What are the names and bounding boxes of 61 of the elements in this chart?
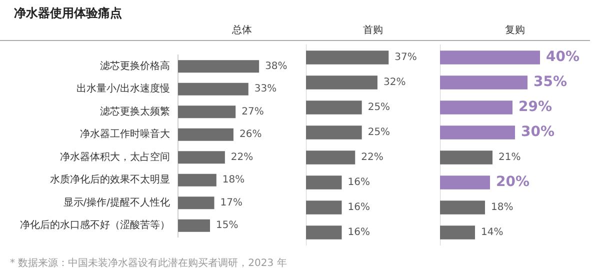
bar — [306, 150, 356, 164]
bar — [178, 219, 210, 232]
bar — [178, 82, 248, 96]
y-tick-label: 水质净化后的效果不太明显 — [50, 174, 170, 186]
bar — [306, 50, 389, 64]
bar — [178, 106, 236, 118]
bar — [306, 100, 362, 114]
bar — [178, 151, 225, 164]
y-tick-label: 净水器体积大，太占空间 — [60, 150, 170, 163]
chart-subtitle: 总体 — [232, 25, 252, 36]
data-label: 25% — [368, 127, 390, 138]
data-label: 27% — [242, 106, 264, 118]
data-label: 35% — [534, 74, 568, 90]
bar — [306, 126, 362, 140]
y-tick-label: 显示/操作/提醒不人性化 — [63, 196, 170, 208]
text: * 数据来源：中国未装净水器设有此潜在购买者调研，2023 年 — [10, 256, 287, 270]
data-label: 20% — [496, 174, 530, 190]
data-label: 30% — [521, 124, 555, 140]
bar — [178, 196, 214, 210]
bar — [440, 150, 492, 164]
bar — [306, 76, 378, 90]
data-label: 18% — [491, 202, 514, 214]
bar — [440, 226, 475, 240]
y-tick-label: 滤芯更换太频繁 — [100, 105, 170, 118]
chart-subtitle: 复购 — [505, 25, 525, 36]
data-label: 40% — [546, 49, 580, 66]
y-tick-label: 滤芯更换价格高 — [100, 60, 170, 72]
text: 净水器使用体验痛点 — [14, 5, 122, 22]
data-label: 25% — [368, 102, 390, 114]
bar — [440, 200, 485, 214]
data-label: 26% — [239, 129, 262, 140]
chart-subtitle: 首购 — [363, 25, 383, 36]
data-label: 16% — [348, 202, 370, 214]
bar — [440, 50, 540, 64]
data-label: 15% — [216, 220, 238, 232]
bar — [306, 226, 342, 240]
data-label: 22% — [361, 152, 384, 164]
bar — [440, 126, 515, 140]
bar — [178, 60, 260, 73]
data-label: 33% — [254, 84, 277, 95]
data-label: 37% — [394, 52, 417, 64]
bar — [306, 176, 342, 190]
data-label: 38% — [265, 60, 288, 72]
bar — [178, 174, 216, 186]
y-tick-label: 净水器工作时噪音大 — [80, 128, 170, 140]
bar — [306, 200, 342, 214]
y-tick-label: 出水量小/出水速度慢 — [76, 82, 170, 95]
data-label: 14% — [481, 227, 504, 238]
y-tick-label: 净化后的水口感不好（涩酸苦等） — [20, 219, 170, 232]
data-label: 21% — [498, 152, 521, 164]
bar — [178, 128, 234, 141]
data-label: 16% — [348, 227, 370, 238]
data-label: 17% — [220, 197, 242, 208]
data-label: 18% — [222, 174, 245, 186]
bar — [440, 76, 528, 90]
data-label: 16% — [348, 177, 370, 188]
data-label: 32% — [383, 77, 406, 88]
bar — [440, 176, 490, 190]
data-label: 22% — [230, 152, 254, 163]
data-label: 29% — [518, 99, 552, 116]
bar — [440, 100, 512, 114]
